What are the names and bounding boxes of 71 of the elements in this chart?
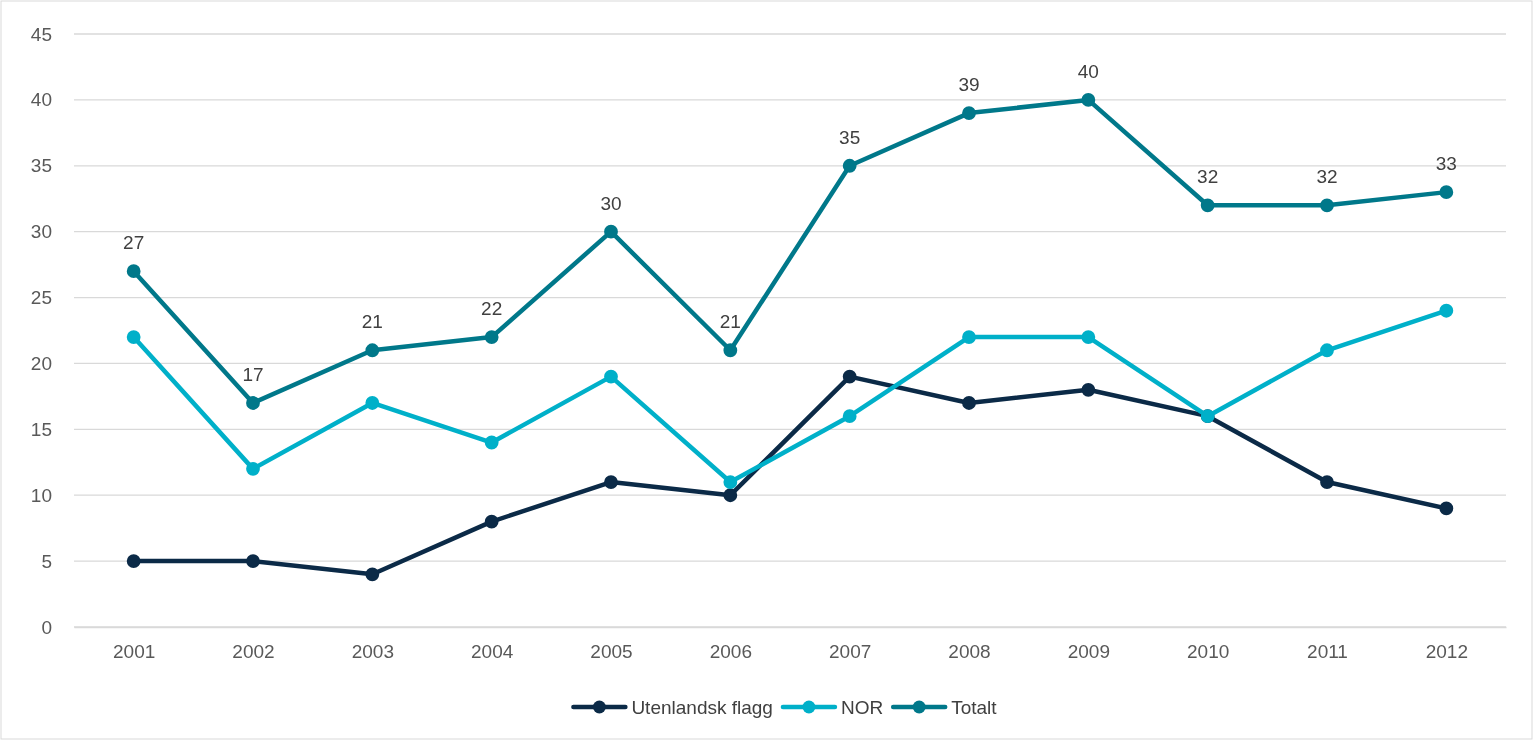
- point: [126, 330, 141, 344]
- point: [962, 396, 976, 410]
- data-label: 35: [839, 126, 861, 148]
- y-tick-label: 35: [30, 155, 52, 177]
- x-tick-label: 2010: [1187, 641, 1230, 663]
- point: [723, 343, 738, 358]
- y-tick-label: 5: [41, 550, 52, 572]
- point: [842, 369, 857, 384]
- x-tick-label: 2008: [948, 641, 991, 663]
- point: [1081, 382, 1096, 397]
- y-tick-label: 0: [41, 616, 52, 638]
- x-tick-label: 2005: [590, 641, 633, 663]
- point: [1439, 303, 1454, 318]
- x-tick-label: 2007: [829, 641, 872, 663]
- data-label: 30: [600, 192, 622, 214]
- point: [365, 343, 380, 358]
- point: [962, 330, 976, 344]
- point: [842, 158, 857, 173]
- point: [126, 264, 141, 279]
- data-label: 21: [361, 311, 383, 333]
- point: [1081, 92, 1096, 107]
- point: [246, 554, 260, 569]
- point: [365, 567, 380, 582]
- point: [604, 224, 618, 239]
- data-label: 40: [1077, 60, 1099, 82]
- point: [484, 514, 499, 529]
- data-label: 27: [123, 232, 145, 254]
- y-tick-label: 45: [30, 23, 52, 45]
- y-tick-label: 25: [30, 287, 52, 309]
- data-label: 22: [481, 298, 503, 320]
- point: [246, 396, 260, 410]
- legend-label: NOR: [840, 696, 884, 718]
- point: [1320, 198, 1334, 213]
- x-tick-label: 2002: [232, 641, 275, 663]
- x-tick-label: 2001: [113, 641, 156, 663]
- point: [1200, 198, 1215, 213]
- point: [1439, 185, 1454, 200]
- x-tick-label: 2004: [471, 641, 514, 663]
- data-label: 17: [242, 363, 264, 385]
- y-tick-label: 15: [30, 418, 52, 440]
- data-label: 32: [1197, 166, 1219, 188]
- data-label: 33: [1435, 153, 1457, 175]
- point: [1320, 343, 1334, 358]
- y-tick-label: 30: [30, 221, 52, 243]
- x-tick-label: 2011: [1307, 641, 1348, 663]
- point: [126, 554, 141, 569]
- data-label: 39: [958, 74, 980, 96]
- point: [723, 475, 738, 489]
- x-tick-label: 2009: [1067, 641, 1110, 663]
- point: [246, 461, 260, 476]
- point: [365, 396, 380, 410]
- legend-label: Totalt: [951, 696, 998, 718]
- point: [723, 488, 738, 503]
- y-tick-label: 20: [30, 353, 52, 375]
- point: [962, 106, 976, 120]
- legend-label: Utenlandsk flagg: [631, 696, 773, 718]
- data-label: 32: [1316, 166, 1338, 188]
- x-tick-label: 2012: [1425, 641, 1468, 663]
- point: [1320, 475, 1334, 489]
- point: [1081, 330, 1096, 344]
- point: [604, 475, 618, 489]
- point: [484, 330, 499, 344]
- point: [842, 409, 857, 424]
- point: [484, 435, 499, 450]
- y-tick-label: 10: [30, 484, 52, 506]
- x-tick-label: 2006: [709, 641, 752, 663]
- x-tick-label: 2003: [351, 641, 394, 663]
- point: [1439, 501, 1454, 516]
- data-label: 21: [719, 311, 741, 333]
- point: [604, 369, 618, 384]
- y-tick-label: 40: [30, 89, 52, 111]
